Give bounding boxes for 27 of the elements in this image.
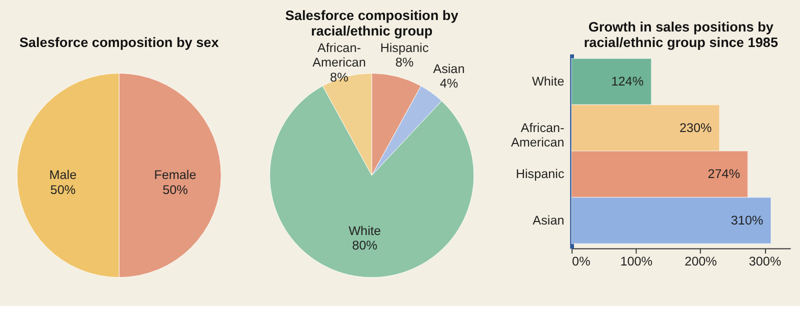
slice-label: African-American bbox=[312, 41, 366, 70]
slice-label: Male bbox=[49, 168, 77, 182]
slice-label: Hispanic bbox=[380, 41, 429, 56]
y-tick-label: African-American bbox=[510, 120, 564, 150]
y-tick-label: White bbox=[532, 74, 564, 89]
slice-label: Asian bbox=[433, 62, 465, 76]
y-tick-label: Asian bbox=[532, 213, 564, 228]
data-label: 50% bbox=[162, 182, 188, 197]
data-label: 4% bbox=[440, 76, 458, 91]
data-label: 80% bbox=[352, 238, 378, 253]
data-label: 230% bbox=[679, 120, 712, 135]
data-label: 310% bbox=[730, 213, 764, 228]
data-label: 124% bbox=[611, 74, 644, 89]
slice-label: Female bbox=[154, 168, 196, 182]
slice-label: White bbox=[348, 224, 381, 238]
data-label: 50% bbox=[50, 182, 76, 197]
chart-title: Growth in sales positions by racial/ethnic group since 1985 bbox=[584, 19, 778, 50]
chart-title: Salesforce composition by sex bbox=[19, 35, 220, 50]
x-tick-label: 100% bbox=[620, 254, 653, 268]
x-tick-label: 0% bbox=[572, 254, 590, 268]
x-tick-label: 200% bbox=[684, 254, 717, 268]
data-label: 274% bbox=[708, 167, 740, 182]
chart-title: Salesforce composition by racial/ethnic group bbox=[285, 8, 459, 39]
data-label: 8% bbox=[330, 70, 348, 84]
data-label: 8% bbox=[395, 56, 414, 70]
x-tick-label: 300% bbox=[748, 254, 782, 268]
y-tick-label: Hispanic bbox=[516, 167, 564, 182]
